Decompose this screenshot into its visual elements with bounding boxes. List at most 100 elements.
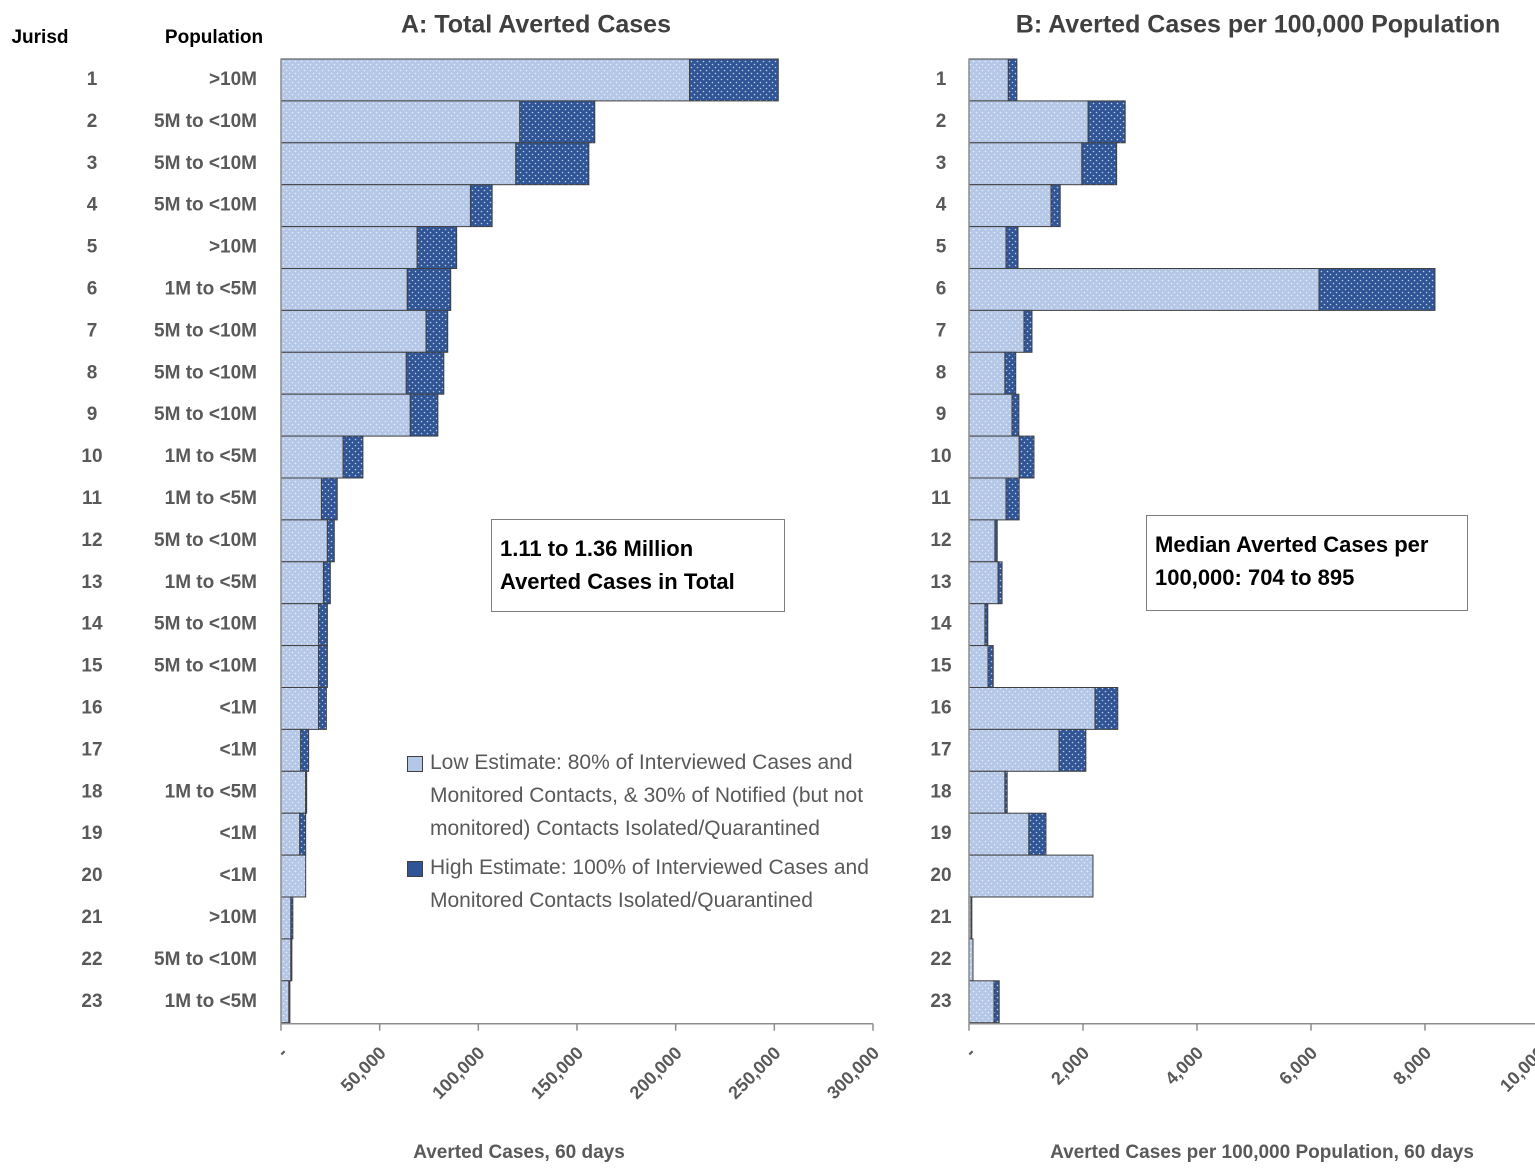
- bar-segment: [317, 645, 328, 688]
- category-label: 5: [87, 237, 98, 258]
- category-label: 21: [81, 907, 103, 928]
- group-label: <1M: [220, 697, 258, 718]
- group-label: 5M to <10M: [154, 153, 257, 174]
- category-label: 13: [81, 572, 102, 593]
- bar-segment: [280, 142, 517, 186]
- bar-segment: [280, 770, 307, 814]
- category-label: 21: [930, 907, 952, 928]
- bar-segment: [968, 519, 996, 563]
- bar-segment: [280, 980, 290, 1024]
- bar-segment: [425, 309, 449, 353]
- category-label: 23: [930, 991, 951, 1012]
- group-label: 1M to <5M: [165, 488, 257, 509]
- x-tick-label: 4,000: [1161, 1043, 1207, 1089]
- bar-segment: [406, 268, 452, 311]
- bar-segment: [968, 980, 995, 1024]
- bar-segment: [322, 561, 331, 605]
- group-label: <1M: [220, 865, 258, 886]
- group-label: >10M: [209, 69, 257, 90]
- bar-segment: [280, 728, 302, 772]
- bar-segment: [968, 728, 1060, 772]
- category-label: 17: [81, 739, 102, 760]
- bar-segment: [1028, 812, 1047, 856]
- legend-label: High Estimate: 100% of Interviewed Cases…: [430, 856, 869, 912]
- category-label: 18: [81, 781, 102, 802]
- bar-segment: [993, 980, 1000, 1024]
- bar-segment: [280, 393, 411, 437]
- category-label: 14: [930, 614, 952, 635]
- bar-segment: [280, 854, 307, 898]
- group-label: 5M to <10M: [154, 195, 257, 216]
- bar-segment: [1081, 142, 1118, 186]
- legend-label: Low Estimate: 80% of Interviewed Cases a…: [430, 751, 864, 840]
- x-tick-label: 6,000: [1275, 1043, 1321, 1089]
- bar-segment: [280, 435, 344, 479]
- category-label: 19: [81, 823, 102, 844]
- x-tick-label: -: [961, 1043, 979, 1061]
- bar-segment: [519, 100, 596, 144]
- bar-segment: [968, 435, 1020, 479]
- category-label: 2: [87, 111, 98, 132]
- group-label: <1M: [220, 739, 258, 760]
- category-label: 14: [81, 614, 103, 635]
- bar-segment: [290, 938, 293, 982]
- bar-segment: [280, 896, 292, 940]
- category-label: 2: [936, 111, 947, 132]
- category-label: 15: [81, 656, 103, 677]
- bar-segment: [409, 393, 439, 437]
- bar-segment: [1004, 770, 1008, 814]
- category-label: 22: [81, 949, 102, 970]
- bar-segment: [280, 812, 301, 856]
- category-label: 18: [930, 781, 951, 802]
- group-header: Population: [165, 27, 263, 48]
- group-label: 1M to <5M: [165, 781, 257, 802]
- bar-segment: [1318, 268, 1436, 311]
- bar-segment: [326, 519, 335, 563]
- bar-segment: [299, 812, 307, 856]
- group-label: >10M: [209, 907, 257, 928]
- bar-segment: [1004, 351, 1017, 395]
- bar-segment: [968, 309, 1025, 353]
- bar-segment: [968, 393, 1013, 437]
- bar-segment: [997, 561, 1003, 605]
- bar-segment: [968, 100, 1089, 144]
- bar-segment: [515, 142, 590, 186]
- x-tick-label: 100,000: [428, 1043, 488, 1103]
- bar-segment: [342, 435, 364, 479]
- bar-segment: [280, 561, 324, 605]
- category-label: 12: [930, 530, 951, 551]
- bar-segment: [968, 561, 999, 605]
- legend-swatch: [407, 861, 423, 877]
- group-label: 1M to <5M: [165, 446, 257, 467]
- category-label: 11: [82, 488, 103, 509]
- category-label: 13: [930, 572, 951, 593]
- x-tick-label: 8,000: [1389, 1043, 1435, 1089]
- bar-segment: [280, 184, 471, 228]
- category-label: 10: [81, 446, 102, 467]
- x-axis-title: Averted Cases per 100,000 Population, 60…: [1050, 1142, 1474, 1163]
- bar-segment: [970, 896, 973, 940]
- bar-segment: [968, 351, 1006, 395]
- category-label: 20: [81, 865, 102, 886]
- row-header: Jurisd: [11, 27, 68, 48]
- bar-segment: [968, 58, 1009, 102]
- bar-segment: [280, 603, 319, 647]
- bar-segment: [968, 184, 1052, 228]
- x-tick-label: 200,000: [626, 1043, 686, 1103]
- bar-segment: [280, 519, 328, 563]
- x-tick-label: 300,000: [823, 1043, 883, 1103]
- bar-segment: [290, 896, 294, 940]
- category-label: 4: [936, 195, 947, 216]
- x-tick-label: 150,000: [527, 1043, 587, 1103]
- bar-segment: [968, 645, 989, 688]
- category-label: 15: [930, 656, 952, 677]
- bar-segment: [280, 477, 322, 521]
- bar-segment: [280, 58, 690, 102]
- bar-segment: [968, 226, 1007, 270]
- bar-segment: [968, 268, 1320, 311]
- category-label: 22: [930, 949, 951, 970]
- bar-segment: [280, 309, 427, 353]
- bar-segment: [968, 812, 1030, 856]
- group-label: 5M to <10M: [154, 530, 257, 551]
